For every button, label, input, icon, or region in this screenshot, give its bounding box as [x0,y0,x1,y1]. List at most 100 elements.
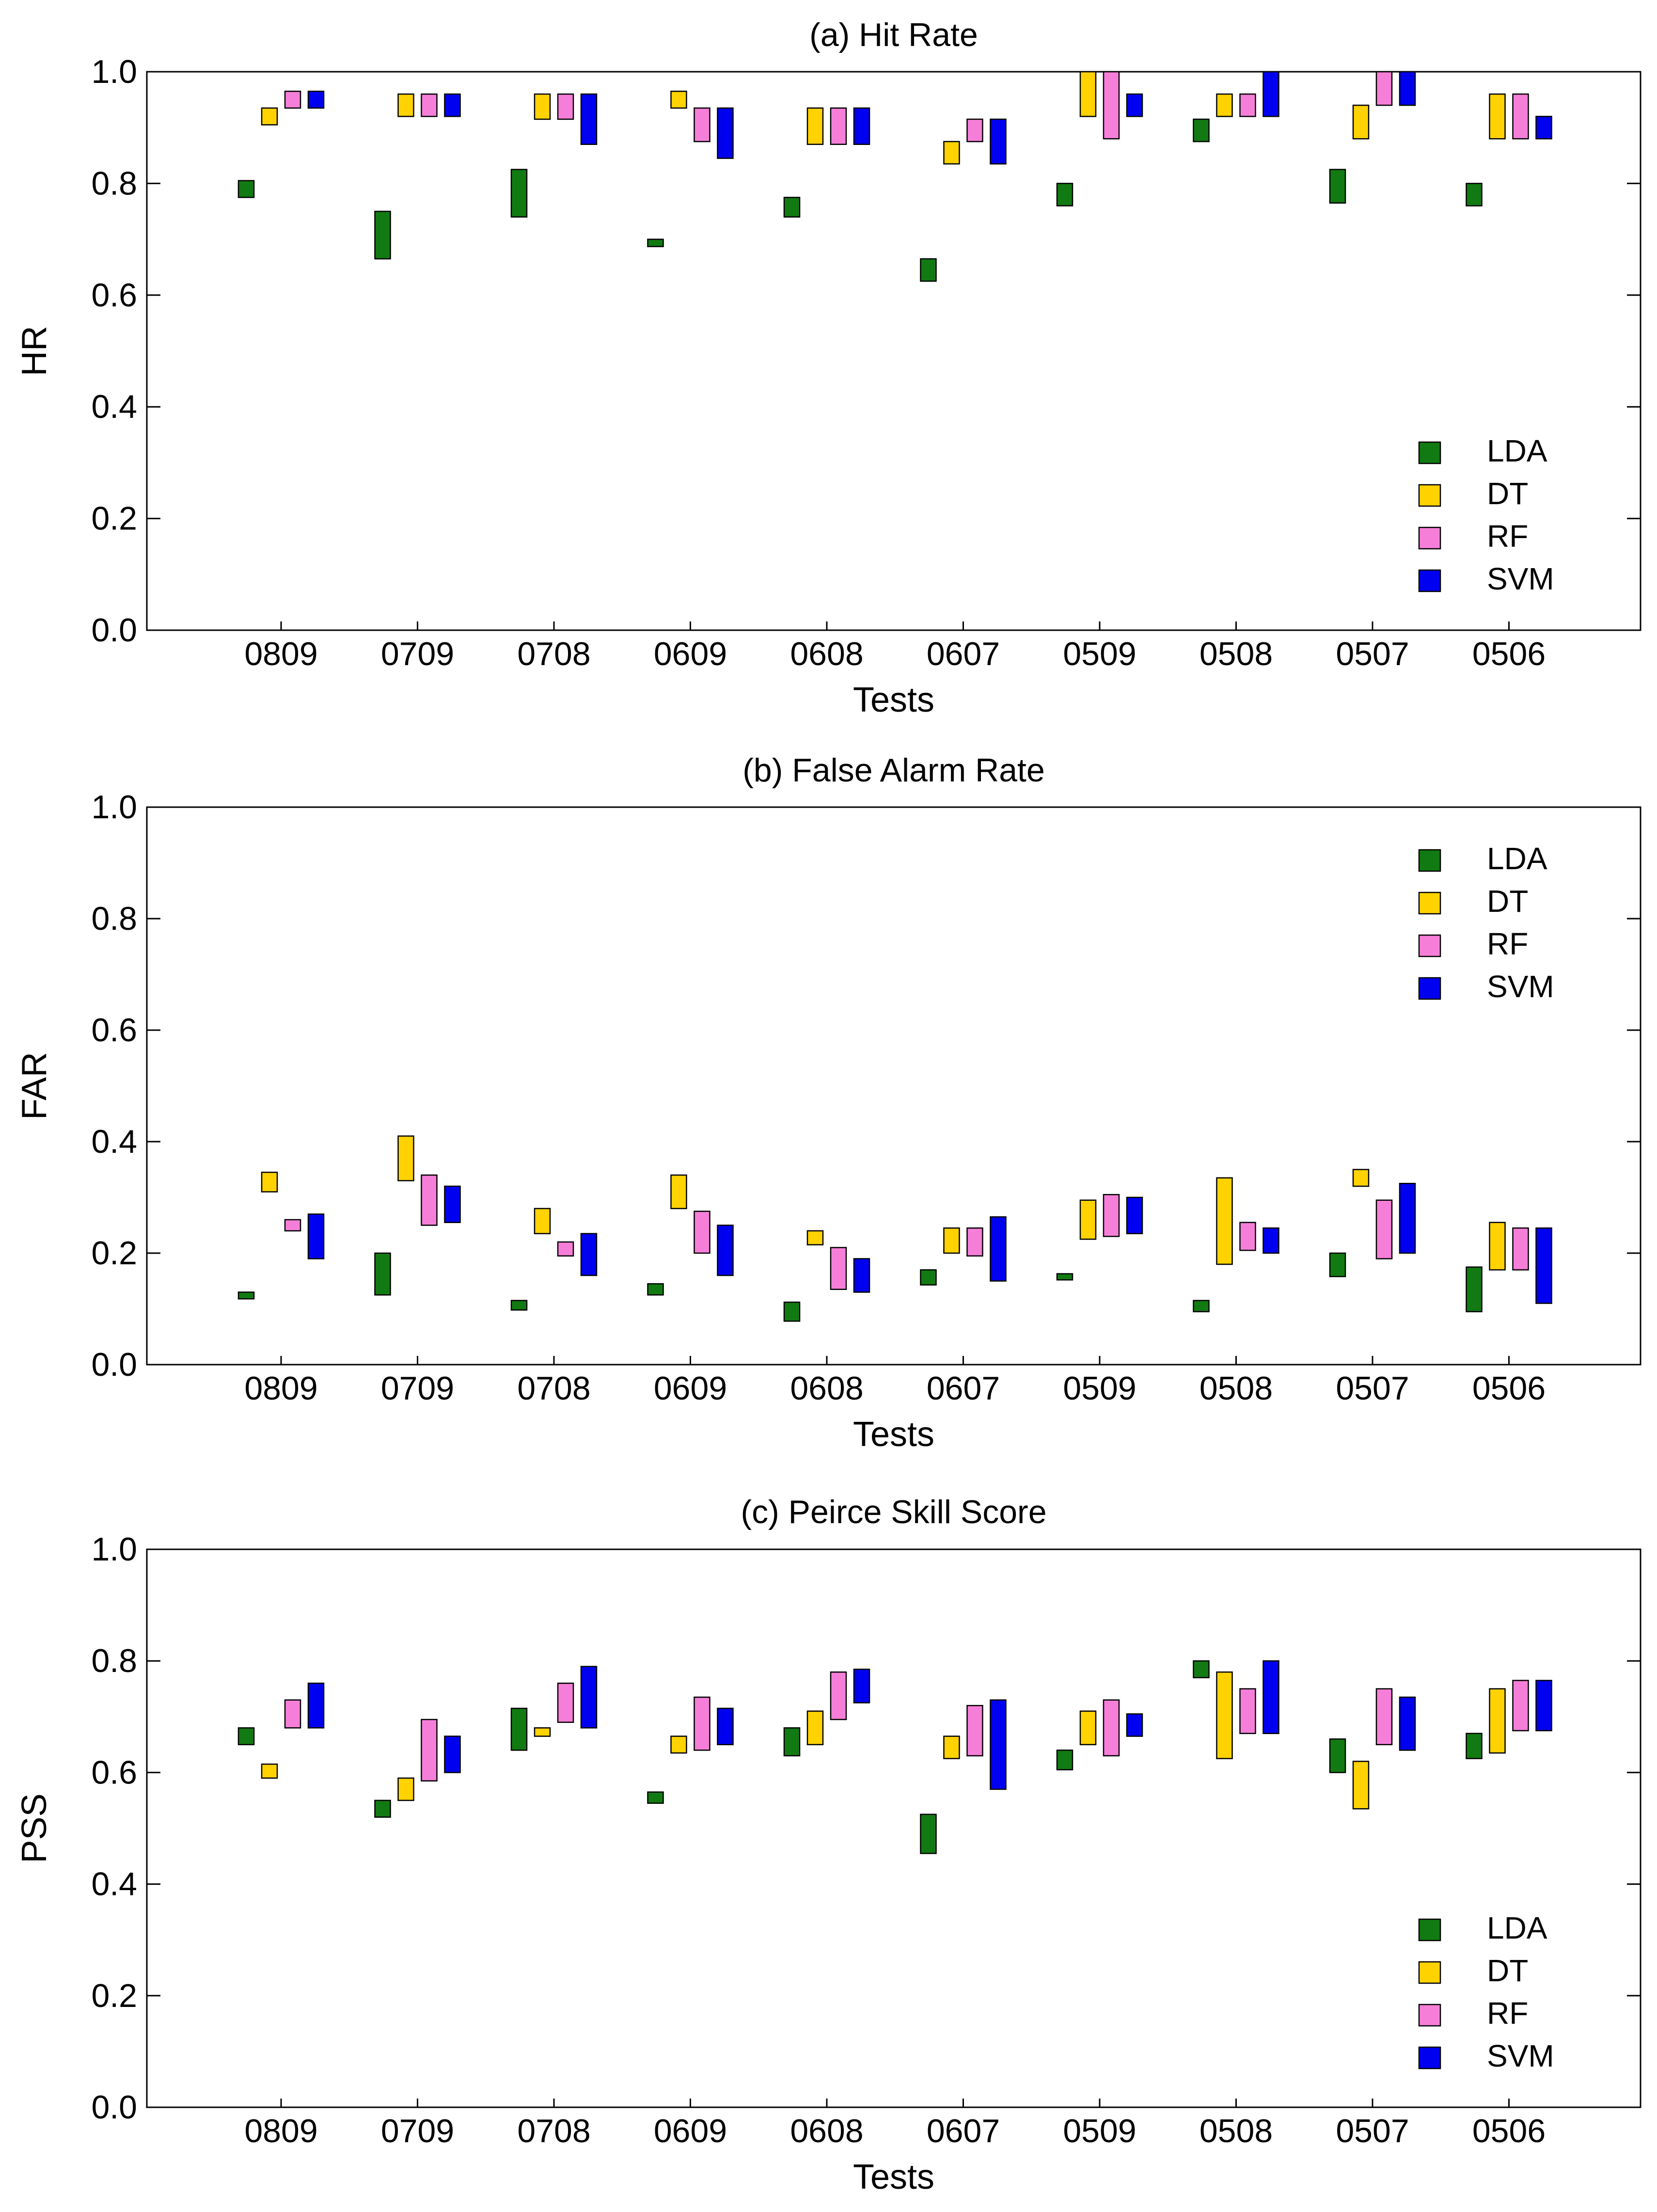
bar-rf-0508 [1239,93,1256,117]
x-tick-label: 0809 [244,2113,317,2149]
bar-lda-0509 [1056,183,1073,207]
bar-rf-0809 [284,91,301,109]
bar-svm-0708 [580,1666,598,1729]
legend: LDA DT RF SVM [1418,841,1554,1004]
bar-svm-0607 [990,1216,1007,1282]
bar-svm-0809 [307,91,325,109]
bar-lda-0508 [1193,1300,1210,1312]
bar-dt-0506 [1489,1688,1506,1754]
x-axis-label: Tests [853,2158,934,2196]
bar-lda-0506 [1466,183,1483,207]
x-tick-label: 0507 [1336,636,1409,672]
legend-label-rf: RF [1487,926,1528,961]
bar-rf-0507 [1375,1688,1393,1746]
bar-rf-0709 [421,93,438,117]
bar-svm-0507 [1399,1696,1416,1751]
x-axis-label: Tests [853,1415,934,1454]
y-tick-label: 0.6 [91,1012,137,1049]
bar-dt-0608 [806,1710,824,1746]
x-tick-label: 0607 [927,2113,1000,2149]
y-tick-label: 0.2 [91,500,137,537]
bar-rf-0506 [1512,1680,1529,1732]
y-tick-label: 0.8 [91,165,137,202]
x-tick-label: 0608 [790,2113,863,2149]
legend-label-lda: LDA [1487,1910,1547,1945]
x-tick-label: 0508 [1199,1370,1273,1407]
y-axis-label: FAR [15,1052,54,1120]
bar-rf-0608 [830,1247,847,1290]
legend-swatch-lda [1418,1918,1441,1941]
bar-lda-0508 [1193,118,1210,143]
plot-frame [146,71,1641,631]
x-tick-label: 0609 [654,636,727,672]
bar-lda-0608 [783,196,801,218]
bar-dt-0508 [1216,1177,1233,1265]
bar-dt-0508 [1216,93,1233,117]
bar-rf-0708 [557,93,574,120]
bar-dt-0809 [261,1172,278,1193]
bar-rf-0709 [421,1174,438,1226]
bar-lda-0609 [647,1283,664,1296]
bar-svm-0608 [853,1669,870,1703]
x-tick-label: 0708 [517,1370,590,1407]
x-tick-label: 0509 [1063,1370,1136,1407]
bar-svm-0708 [580,1233,598,1276]
bar-rf-0509 [1103,1194,1120,1237]
y-tick-label: 0.4 [91,1866,137,1903]
bar-dt-0509 [1079,1710,1097,1746]
bar-svm-0507 [1399,1183,1416,1254]
bar-rf-0607 [966,1705,983,1757]
x-tick-label: 0509 [1063,2113,1136,2149]
x-tick-label: 0708 [517,2113,590,2149]
bar-dt-0507 [1352,104,1370,140]
panel-2: (b) False Alarm Rate 0.0 0.2 0.4 0.6 0.8 1.0 FA… [15,752,1641,1454]
legend-swatch-dt [1418,891,1441,915]
bar-rf-0609 [694,107,710,143]
bar-dt-0608 [806,1230,824,1245]
bar-svm-0609 [717,1225,734,1276]
y-tick-label: 0.0 [91,612,137,649]
bar-lda-0608 [783,1301,801,1322]
bar-dt-0709 [397,1135,414,1181]
bar-lda-0709 [374,1252,391,1296]
legend-swatch-rf [1418,526,1441,550]
panel-1: (a) Hit Rate 0.0 0.2 0.4 0.6 0.8 1.0 HR 0809 0709… [15,16,1641,719]
legend-label-rf: RF [1487,1996,1528,2031]
bar-rf-0509 [1103,71,1120,140]
bar-svm-0509 [1126,1713,1143,1737]
bar-svm-0506 [1535,115,1552,140]
legend-label-dt: DT [1487,884,1528,919]
x-tick-label: 0708 [517,636,590,672]
bar-lda-0809 [237,1727,255,1746]
bar-dt-0708 [534,93,551,120]
x-axis-label: Tests [853,681,934,719]
x-tick-label: 0709 [381,2113,454,2149]
bar-dt-0609 [670,1174,687,1209]
bar-svm-0508 [1262,1660,1279,1735]
bar-svm-0609 [717,1707,734,1746]
bar-svm-0508 [1262,71,1279,117]
bar-lda-0506 [1466,1266,1483,1312]
x-tick-label: 0506 [1472,2113,1546,2149]
bar-lda-0709 [374,1799,391,1818]
bar-lda-0607 [920,1269,937,1286]
bar-svm-0607 [990,118,1007,165]
bar-svm-0506 [1535,1227,1552,1304]
bar-rf-0508 [1239,1222,1256,1251]
y-tick-label: 0.6 [91,1754,137,1791]
legend-swatch-rf [1418,934,1441,957]
legend-swatch-svm [1418,2046,1441,2069]
y-tick-label: 0.8 [91,1642,137,1679]
bar-lda-0507 [1329,1738,1346,1773]
x-tick-label: 0508 [1199,2113,1273,2149]
bar-lda-0809 [237,1291,255,1300]
bar-rf-0608 [830,1671,847,1720]
y-tick-label: 0.0 [91,2089,137,2126]
bar-lda-0507 [1329,1252,1346,1277]
bar-rf-0809 [284,1219,301,1232]
legend-label-dt: DT [1487,476,1528,511]
bar-lda-0809 [237,180,255,198]
bar-dt-0708 [534,1208,551,1234]
bar-dt-0609 [670,91,687,109]
bar-svm-0709 [444,1735,461,1773]
